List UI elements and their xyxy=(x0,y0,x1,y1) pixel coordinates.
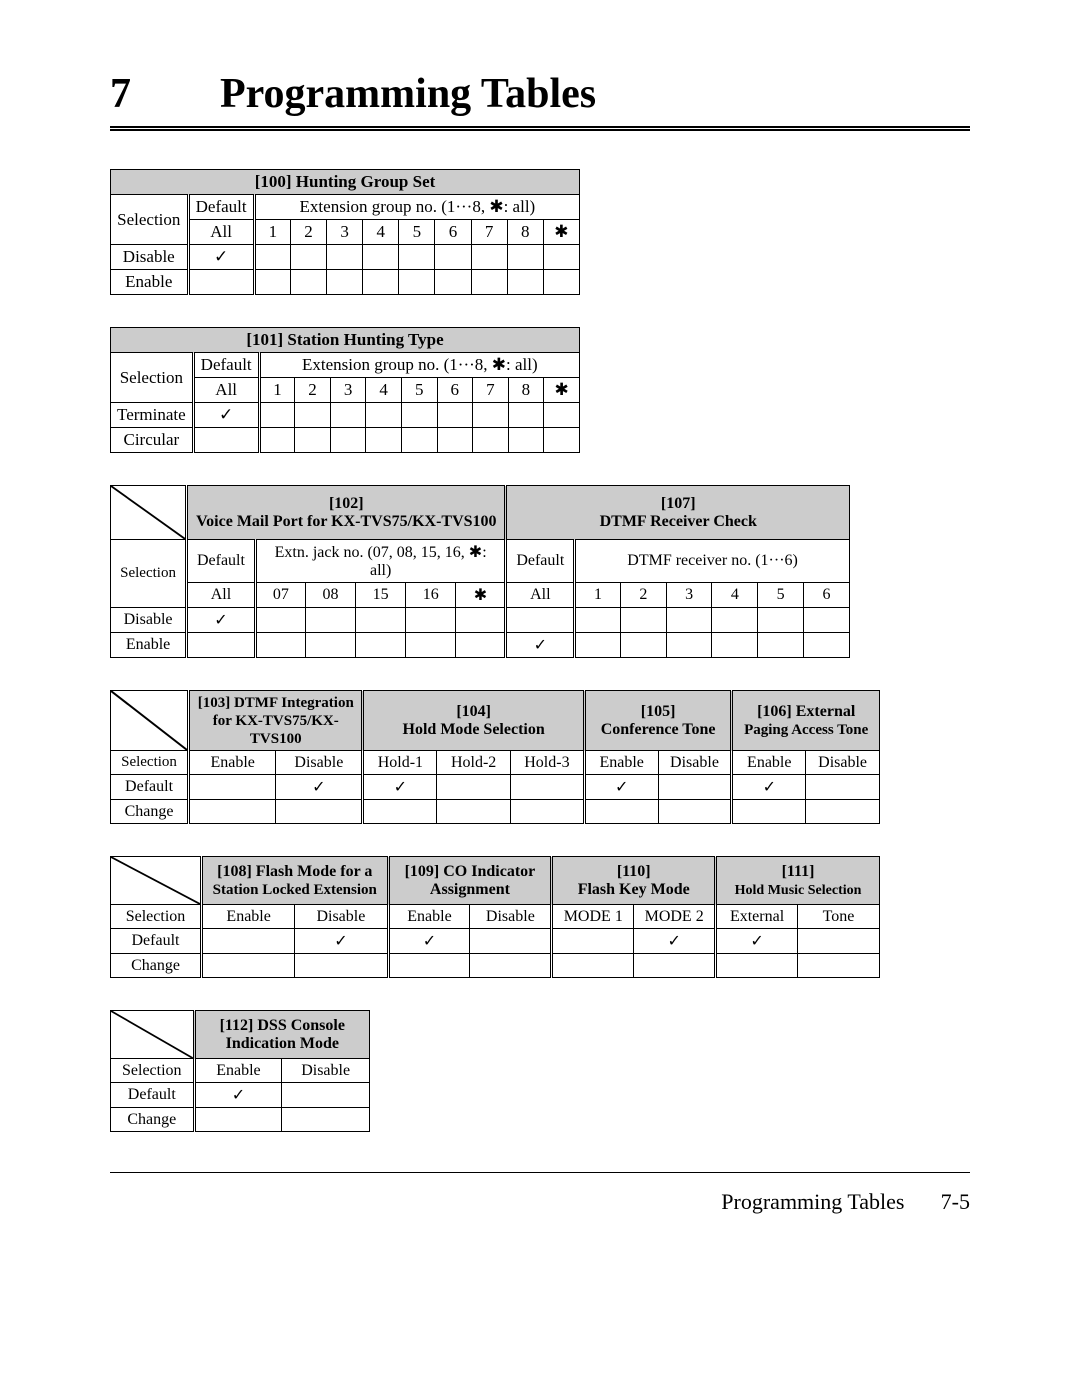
label-all: All xyxy=(187,583,256,608)
table-105-header: [105] Conference Tone xyxy=(584,691,732,751)
chapter-header: 7 Programming Tables xyxy=(110,70,970,131)
diagonal-cell xyxy=(111,691,189,751)
table-row: Enable ✓ xyxy=(111,633,850,658)
table-102-107-real: [102] Voice Mail Port for KX-TVS75/KX-TV… xyxy=(110,485,850,658)
col-header: 4 xyxy=(363,220,399,245)
row-label: Circular xyxy=(111,428,194,453)
table-row: Change xyxy=(111,954,880,978)
label-selection: Selection xyxy=(111,1059,195,1083)
footer-title: Programming Tables xyxy=(721,1189,904,1214)
table-row: Disable ✓ xyxy=(111,245,580,270)
diagonal-cell xyxy=(111,1011,195,1059)
table-row: Enable xyxy=(111,270,580,295)
label-all: All xyxy=(193,378,259,403)
table-100-hunting-group-set: [100] Hunting Group Set Selection Defaul… xyxy=(110,169,580,295)
row-label: Enable xyxy=(111,270,189,295)
check-cell: ✓ xyxy=(188,245,254,270)
table-103-106: [103] DTMF Integration for KX-TVS75/KX-T… xyxy=(110,690,880,824)
table-112-dss-console: [112] DSS Console Indication Mode Select… xyxy=(110,1010,370,1132)
table-101-header: [101] Station Hunting Type xyxy=(111,328,580,353)
footer-page-number: 7-5 xyxy=(910,1189,970,1215)
table-104-header: [104] Hold Mode Selection xyxy=(363,691,584,751)
label-default: Default xyxy=(188,195,254,220)
label-all: All xyxy=(188,220,254,245)
row-label: Change xyxy=(111,1108,195,1132)
col-header: 6 xyxy=(435,220,471,245)
table-100-header: [100] Hunting Group Set xyxy=(111,170,580,195)
row-label: Default xyxy=(111,929,202,954)
label-default: Default xyxy=(506,540,575,583)
page: 7 Programming Tables [100] Hunting Group… xyxy=(0,0,1080,1397)
table-111-header: [111] Hold Music Selection xyxy=(716,857,880,905)
row-label: Default xyxy=(111,1083,195,1108)
footer: Programming Tables 7-5 xyxy=(110,1189,970,1215)
label-extn-jack: Extn. jack no. (07, 08, 15, 16, ✱: all) xyxy=(255,540,506,583)
table-110-header: [110] Flash Key Mode xyxy=(552,857,716,905)
check-cell xyxy=(188,270,254,295)
col-header: 1 xyxy=(254,220,290,245)
label-all: All xyxy=(506,583,575,608)
table-row: Default ✓ xyxy=(111,1083,370,1108)
label-default: Default xyxy=(193,353,259,378)
check-cell: ✓ xyxy=(187,608,256,633)
table-109-header: [109] CO Indicator Assignment xyxy=(388,857,552,905)
table-row: Disable ✓ xyxy=(111,608,850,633)
row-label: Change xyxy=(111,954,202,978)
table-112-header: [112] DSS Console Indication Mode xyxy=(194,1011,369,1059)
row-label: Disable xyxy=(111,608,187,633)
check-cell: ✓ xyxy=(193,403,259,428)
diagonal-cell xyxy=(111,486,187,540)
row-label: Change xyxy=(111,800,189,824)
label-selection: Selection xyxy=(111,540,187,608)
table-row: Change xyxy=(111,800,880,824)
row-label: Default xyxy=(111,775,189,800)
diagonal-cell xyxy=(111,857,202,905)
check-cell xyxy=(187,633,256,658)
col-header: 3 xyxy=(327,220,363,245)
col-header: 5 xyxy=(399,220,435,245)
col-header: 8 xyxy=(507,220,543,245)
label-selection: Selection xyxy=(111,751,189,775)
col-header: 2 xyxy=(290,220,326,245)
label-selection: Selection xyxy=(111,905,202,929)
chapter-title: Programming Tables xyxy=(220,70,596,118)
table-101-station-hunting-type: [101] Station Hunting Type Selection Def… xyxy=(110,327,580,453)
check-cell xyxy=(193,428,259,453)
table-103-header: [103] DTMF Integration for KX-TVS75/KX-T… xyxy=(189,691,363,751)
chapter-number: 7 xyxy=(110,70,220,118)
label-selection: Selection xyxy=(111,353,194,403)
col-header: 7 xyxy=(471,220,507,245)
table-row: Change xyxy=(111,1108,370,1132)
table-102-header: [102] Voice Mail Port for KX-TVS75/KX-TV… xyxy=(187,486,506,540)
label-extension-group: Extension group no. (1···8, ✱: all) xyxy=(254,195,579,220)
check-cell: ✓ xyxy=(506,633,575,658)
col-header: ✱ xyxy=(543,220,579,245)
table-row: Circular xyxy=(111,428,580,453)
row-label: Enable xyxy=(111,633,187,658)
label-dtmf-receiver: DTMF receiver no. (1···6) xyxy=(575,540,850,583)
table-row: Default ✓ ✓ ✓ ✓ xyxy=(111,929,880,954)
table-107-header: [107] DTMF Receiver Check xyxy=(506,486,850,540)
table-108-header: [108] Flash Mode for a Station Locked Ex… xyxy=(202,857,389,905)
label-default: Default xyxy=(187,540,256,583)
label-extension-group: Extension group no. (1···8, ✱: all) xyxy=(259,353,579,378)
table-106-header: [106] External Paging Access Tone xyxy=(732,691,880,751)
table-row: Default ✓ ✓ ✓ ✓ xyxy=(111,775,880,800)
label-selection: Selection xyxy=(111,195,189,245)
row-label: Terminate xyxy=(111,403,194,428)
footer-rule xyxy=(110,1172,970,1173)
table-108-111: [108] Flash Mode for a Station Locked Ex… xyxy=(110,856,880,978)
check-cell xyxy=(506,608,575,633)
row-label: Disable xyxy=(111,245,189,270)
table-row: Terminate ✓ xyxy=(111,403,580,428)
